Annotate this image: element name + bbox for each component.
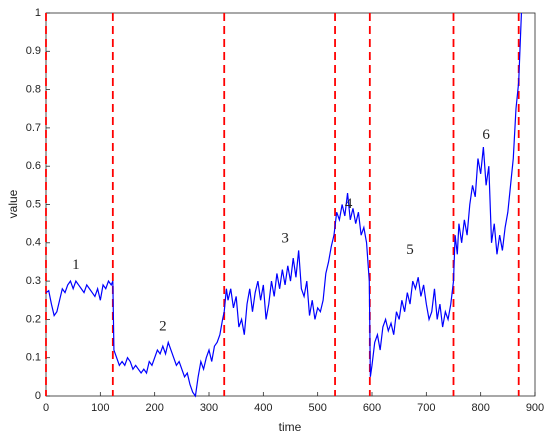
y-tick-label: 0.5 (26, 198, 41, 210)
x-tick-label: 200 (145, 402, 163, 414)
segment-annotation: 4 (345, 196, 353, 212)
y-tick-label: 0.2 (26, 313, 41, 325)
y-tick-label: 0.4 (26, 237, 41, 249)
y-tick-label: 0.8 (26, 84, 41, 96)
x-tick-label: 300 (200, 402, 218, 414)
x-tick-label: 800 (471, 402, 489, 414)
segment-annotation: 2 (159, 318, 167, 334)
x-tick-label: 100 (91, 402, 109, 414)
x-tick-label: 0 (43, 402, 49, 414)
y-tick-label: 0.6 (26, 160, 41, 172)
x-tick-label: 600 (363, 402, 381, 414)
x-tick-label: 500 (308, 402, 326, 414)
x-tick-label: 700 (417, 402, 435, 414)
segment-annotation: 6 (482, 127, 490, 143)
y-tick-label: 0 (35, 390, 41, 402)
x-tick-label: 900 (526, 402, 544, 414)
y-tick-label: 1 (35, 7, 41, 19)
segment-annotation: 5 (406, 242, 414, 258)
y-tick-label: 0.9 (26, 45, 41, 57)
y-axis-label: value (6, 189, 20, 218)
segment-annotation: 1 (72, 257, 80, 273)
x-axis-label: time (279, 420, 302, 434)
plot-frame (45, 12, 536, 397)
segment-annotation: 3 (281, 230, 289, 246)
x-tick-label: 400 (254, 402, 272, 414)
y-tick-label: 0.3 (26, 275, 41, 287)
y-tick-label: 0.7 (26, 122, 41, 134)
data-line (45, 12, 523, 398)
y-tick-label: 0.1 (26, 352, 41, 364)
